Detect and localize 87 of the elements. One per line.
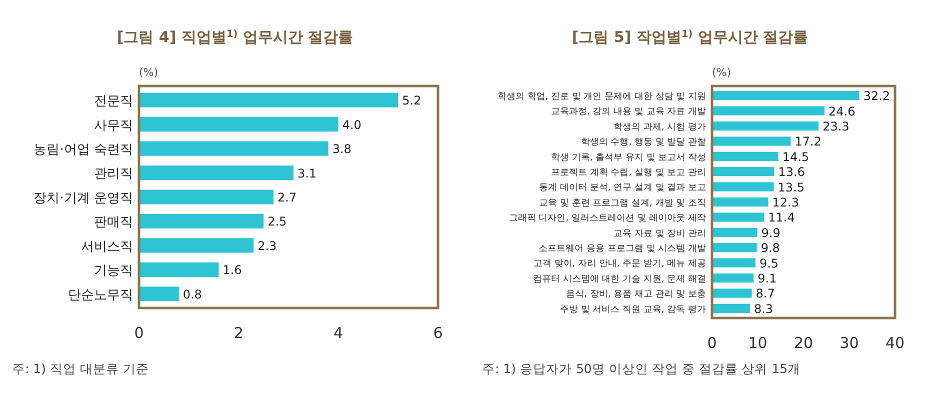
bar: [712, 258, 756, 268]
y-tick-label: 학생 기록, 출석부 유지 및 보고서 작성: [550, 152, 706, 163]
data-label: 2.7: [278, 190, 297, 204]
y-tick-label: 통계 데이터 분석, 연구 설계 및 결과 보고: [539, 183, 706, 194]
bar: [712, 288, 752, 298]
x-tick-label: 40: [885, 334, 905, 352]
data-label: 32.2: [863, 89, 890, 104]
bar: [712, 212, 764, 222]
y-tick-label: 전문직: [94, 94, 133, 110]
data-label: 9.8: [760, 241, 780, 256]
x-axis-title: (%): [712, 66, 732, 79]
y-tick-label: 음식, 장비, 용품 재고 관리 및 보충: [566, 290, 706, 300]
y-tick-label: 고객 맞이, 자리 안내, 주문 받기, 메뉴 제공: [533, 259, 706, 270]
y-tick-label: 학생의 과제, 시험 평가: [614, 122, 706, 132]
data-label: 13.5: [778, 180, 804, 194]
data-label: 1.6: [222, 263, 242, 278]
x-tick-label: 2: [234, 324, 244, 342]
y-tick-label: 관리직: [94, 166, 133, 182]
bar: [139, 92, 398, 108]
bar: [712, 121, 819, 131]
y-tick-label: 장치·기계 운영직: [34, 190, 133, 206]
x-tick-label: 30: [840, 334, 859, 352]
y-tick-label: 단순노무직: [68, 288, 133, 303]
bar: [139, 117, 338, 132]
data-label: 13.6: [778, 165, 805, 180]
data-label: 24.6: [828, 104, 856, 118]
bar: [712, 243, 757, 252]
x-tick-label: 0: [134, 324, 144, 342]
data-label: 12.3: [772, 196, 799, 210]
data-label: 14.5: [782, 150, 810, 164]
x-tick-label: 0: [707, 334, 717, 352]
x-tick-label: 20: [794, 334, 814, 352]
bar: [712, 304, 750, 313]
data-label: 3.8: [332, 142, 352, 156]
y-tick-label: 교육 및 훈련 프로그램 설계, 개발 및 조직: [539, 198, 706, 208]
bar: [139, 141, 328, 156]
bar: [139, 214, 264, 228]
bar: [139, 262, 219, 277]
y-tick-label: 기능직: [94, 264, 133, 279]
data-label: 5.2: [402, 94, 422, 108]
y-tick-label: 농림·어업 숙련직: [34, 142, 133, 158]
text: 주: 1) 응답자가 50명 이상인 작업 중 절감률 상위 15개: [482, 361, 801, 376]
data-label: 8.3: [754, 302, 774, 316]
x-tick-label: 4: [334, 324, 344, 342]
bar: [712, 91, 860, 100]
bar: [712, 136, 791, 146]
y-tick-label: 프로젝트 계획 수립, 실행 및 보고 관리: [550, 168, 706, 178]
bar: [712, 182, 774, 192]
data-label: 11.4: [768, 210, 795, 225]
y-tick-label: 서비스직: [81, 239, 133, 254]
y-tick-label: 사무직: [94, 118, 133, 134]
bar: [139, 286, 179, 302]
y-tick-label: 교육 자료 및 장비 관리: [614, 228, 706, 239]
bar: [712, 152, 778, 161]
y-tick-label: 소프트웨어 응용 프로그램 및 시스템 개발: [538, 244, 706, 254]
data-label: 9.5: [759, 256, 779, 270]
data-label: 8.7: [756, 286, 775, 301]
y-tick-label: 그래픽 디자인, 일러스트레이션 및 레이아웃 제작: [508, 214, 706, 224]
bar: [139, 166, 294, 180]
bar: [139, 238, 254, 253]
bar: [712, 167, 774, 176]
y-tick-label: 교육과정, 강의 내용 및 교육 자료 개발: [550, 107, 706, 118]
y-tick-label: 학생의 수행, 행동 및 발달 관찰: [580, 138, 706, 148]
y-tick-label: 주방 및 서비스 직원 교육, 감독 평가: [560, 304, 706, 315]
data-label: 2.5: [268, 214, 287, 229]
x-tick-label: 6: [433, 324, 443, 342]
y-tick-label: 컴퓨터 시스템에 대한 기술 지원, 문제 해결: [532, 274, 706, 284]
bar: [712, 228, 758, 237]
chart-title: [그림 5] 작업별$^{1)}$ 업무시간 절감률: [572, 28, 808, 46]
data-label: 9.9: [761, 226, 780, 240]
data-label: 23.3: [822, 120, 850, 134]
y-tick-label: 판매직: [94, 215, 133, 230]
bar: [712, 106, 825, 116]
x-axis-title: (%): [139, 66, 158, 79]
chart-title: [그림 4] 직업별$^{1)}$ 업무시간 절감률: [116, 28, 354, 46]
x-tick-label: 10: [748, 334, 768, 352]
data-label: 2.3: [258, 238, 277, 253]
data-label: 9.1: [758, 272, 777, 286]
bar: [712, 197, 768, 207]
text: 주: 1) 직업 대분류 기준: [12, 361, 149, 376]
bar: [712, 273, 754, 283]
bar: [139, 190, 274, 204]
y-tick-label: 학생의 학업, 진로 및 개인 문제에 대한 상담 및 지원: [497, 92, 706, 102]
data-label: 4.0: [342, 118, 362, 132]
data-label: 3.1: [297, 166, 317, 180]
data-label: 0.8: [182, 287, 202, 302]
data-label: 17.2: [794, 134, 822, 149]
